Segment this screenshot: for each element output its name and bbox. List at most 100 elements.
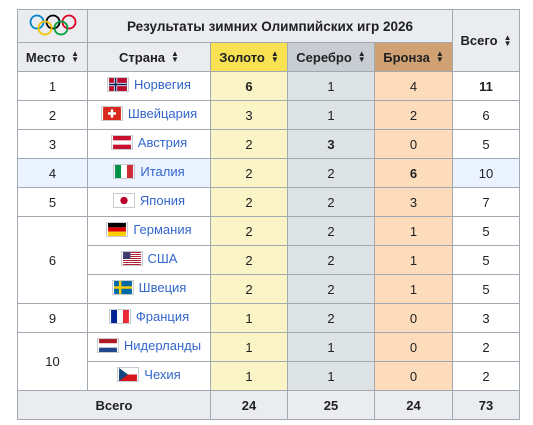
sort-icon[interactable]: ▲ ▼ xyxy=(503,32,512,48)
country-cell: Франция xyxy=(87,303,211,333)
place-cell: 5 xyxy=(17,187,88,217)
country-link[interactable]: Чехия xyxy=(144,367,181,382)
table-row: 10 Нидерланды 1 1 0 2 xyxy=(17,332,520,391)
country-cell: Швейцария xyxy=(87,100,211,130)
country-link[interactable]: Швейцария xyxy=(127,106,198,121)
gold-cell: 1 xyxy=(210,303,288,333)
silver-cell: 2 xyxy=(287,187,375,217)
bronze-cell: 1 xyxy=(374,245,453,275)
silver-cell: 1 xyxy=(287,361,375,391)
total-cell: 2 xyxy=(452,332,520,362)
country-cell: Швеция xyxy=(87,274,211,304)
silver-cell: 1 xyxy=(287,71,375,101)
gold-cell: 2 xyxy=(210,158,288,188)
gold-cell: 2 xyxy=(210,129,288,159)
bronze-cell: 1 xyxy=(374,274,453,304)
sort-icon[interactable]: ▲ ▼ xyxy=(357,49,366,64)
place-cell: 6 xyxy=(17,216,88,304)
sort-icon[interactable]: ▲ ▼ xyxy=(71,49,80,64)
place-cell: 3 xyxy=(17,129,88,159)
bronze-cell: 0 xyxy=(374,303,453,333)
table-row: 9 Франция 1 2 0 3 xyxy=(17,303,520,333)
bronze-cell: 0 xyxy=(374,361,453,391)
country-link[interactable]: Нидерланды xyxy=(123,338,202,353)
total-cell: 2 xyxy=(452,361,520,391)
bronze-cell: 2 xyxy=(374,100,453,130)
header-total[interactable]: Всего ▲ ▼ xyxy=(452,9,520,72)
country-link[interactable]: Япония xyxy=(139,193,186,208)
total-cell: 5 xyxy=(452,216,520,246)
table-row: 1 Норвегия 6 1 4 11 xyxy=(17,71,520,101)
country-link[interactable]: Германия xyxy=(133,222,192,237)
country-cell: Германия xyxy=(87,216,211,246)
total-cell: 7 xyxy=(452,187,520,217)
country-link[interactable]: Норвегия xyxy=(134,77,191,92)
place-cell: 4 xyxy=(17,158,88,188)
olympic-rings-icon xyxy=(29,14,76,35)
country-cell: Чехия xyxy=(87,361,211,391)
totals-total: 73 xyxy=(452,390,520,420)
italy-flag-icon xyxy=(113,164,136,179)
table-row: США 2 2 1 5 xyxy=(18,245,520,275)
header-silver[interactable]: Серебро ▲ ▼ xyxy=(287,42,375,72)
country-link[interactable]: США xyxy=(147,251,178,266)
header-place[interactable]: Место ▲ ▼ xyxy=(17,42,88,72)
silver-cell: 2 xyxy=(287,158,375,188)
sweden-flag-icon xyxy=(111,280,134,295)
header-country[interactable]: Страна ▲ ▼ xyxy=(87,42,211,72)
place-cell: 10 xyxy=(17,332,88,391)
medal-table: Результаты зимних Олимпийских игр 2026 В… xyxy=(17,9,520,420)
table-row: Швеция 2 2 1 5 xyxy=(18,274,520,304)
country-cell: Нидерланды xyxy=(87,332,211,362)
country-cell: США xyxy=(87,245,211,275)
total-cell: 5 xyxy=(452,274,520,304)
austria-flag-icon xyxy=(110,135,133,150)
gold-cell: 2 xyxy=(210,245,288,275)
sort-icon[interactable]: ▲ ▼ xyxy=(270,49,279,64)
gold-cell: 6 xyxy=(210,71,288,101)
country-cell: Япония xyxy=(87,187,211,217)
country-link[interactable]: Франция xyxy=(135,309,190,324)
table-row: 2 Швейцария 3 1 2 6 xyxy=(17,100,520,130)
gold-cell: 3 xyxy=(210,100,288,130)
total-cell: 5 xyxy=(452,245,520,275)
bronze-cell: 0 xyxy=(374,332,453,362)
netherlands-flag-icon xyxy=(96,338,119,353)
silver-cell: 3 xyxy=(287,129,375,159)
switzerland-flag-icon xyxy=(100,106,123,121)
totals-gold: 24 xyxy=(210,390,288,420)
table-row: 4 Италия 2 2 6 10 xyxy=(17,158,520,188)
silver-cell: 1 xyxy=(287,332,375,362)
silver-cell: 2 xyxy=(287,303,375,333)
header-gold[interactable]: Золото ▲ ▼ xyxy=(210,42,288,72)
table-row: 6 Германия 2 2 1 5 xyxy=(17,216,520,304)
place-cell: 1 xyxy=(17,71,88,101)
silver-cell: 2 xyxy=(287,245,375,275)
country-cell: Норвегия xyxy=(87,71,211,101)
header-bronze[interactable]: Бронза ▲ ▼ xyxy=(374,42,453,72)
table-row: 3 Австрия 2 3 0 5 xyxy=(17,129,520,159)
gold-cell: 2 xyxy=(210,216,288,246)
total-cell: 5 xyxy=(452,129,520,159)
olympic-rings-logo xyxy=(17,9,88,43)
sort-icon[interactable]: ▲ ▼ xyxy=(435,49,444,64)
bronze-cell: 1 xyxy=(374,216,453,246)
sort-icon[interactable]: ▲ ▼ xyxy=(171,49,179,64)
usa-flag-icon xyxy=(120,251,143,266)
total-cell: 11 xyxy=(452,71,520,101)
country-cell: Австрия xyxy=(87,129,211,159)
silver-cell: 2 xyxy=(287,274,375,304)
japan-flag-icon xyxy=(112,193,135,208)
table-row: Чехия 1 1 0 2 xyxy=(18,361,520,391)
totals-bronze: 24 xyxy=(374,390,453,420)
silver-cell: 1 xyxy=(287,100,375,130)
bronze-cell: 6 xyxy=(374,158,453,188)
gold-cell: 2 xyxy=(210,187,288,217)
country-link[interactable]: Италия xyxy=(140,164,185,179)
gold-cell: 1 xyxy=(210,332,288,362)
totals-label: Всего xyxy=(17,390,211,420)
france-flag-icon xyxy=(108,309,131,324)
country-cell: Италия xyxy=(87,158,211,188)
country-link[interactable]: Швеция xyxy=(138,280,187,295)
country-link[interactable]: Австрия xyxy=(137,135,188,150)
